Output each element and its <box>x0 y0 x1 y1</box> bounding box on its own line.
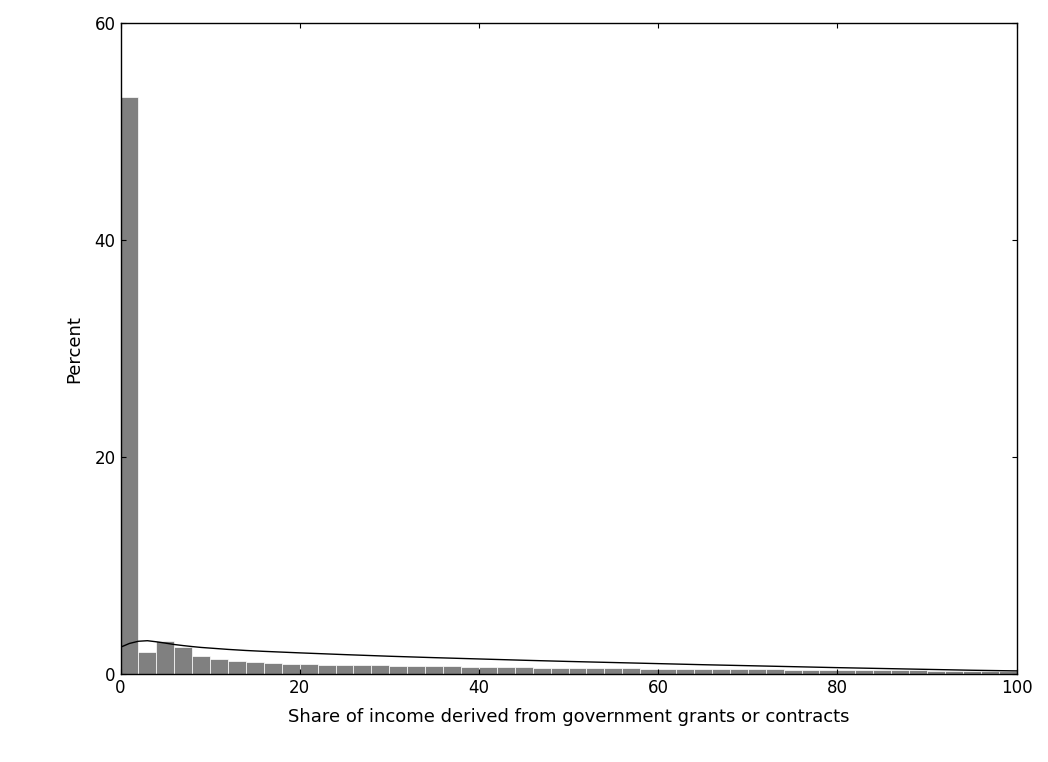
Bar <box>156 641 174 674</box>
Bar <box>390 666 408 674</box>
Bar <box>246 662 264 674</box>
Bar <box>174 647 192 674</box>
Bar <box>300 664 318 674</box>
Bar <box>335 664 353 674</box>
Bar <box>568 668 587 674</box>
Bar <box>443 667 461 674</box>
Bar <box>999 671 1017 674</box>
Bar <box>138 652 156 674</box>
Bar <box>658 669 676 674</box>
Bar <box>784 670 802 674</box>
Bar <box>820 670 837 674</box>
Bar <box>747 669 766 674</box>
Bar <box>532 668 550 674</box>
Bar <box>1034 671 1048 674</box>
Bar <box>461 667 479 674</box>
Bar <box>712 669 729 674</box>
Bar <box>963 671 981 674</box>
Bar <box>497 667 515 674</box>
Bar <box>121 97 138 674</box>
Bar <box>766 670 784 674</box>
Bar <box>515 668 532 674</box>
Bar <box>228 661 246 674</box>
Bar <box>605 668 623 674</box>
Bar <box>926 671 945 674</box>
Bar <box>408 666 425 674</box>
Bar <box>425 666 443 674</box>
Bar <box>694 669 712 674</box>
Bar <box>192 656 210 674</box>
Bar <box>981 671 999 674</box>
Bar <box>855 670 873 674</box>
Bar <box>837 670 855 674</box>
Bar <box>623 668 640 674</box>
Bar <box>587 668 605 674</box>
Bar <box>210 659 228 674</box>
Bar <box>729 669 747 674</box>
Bar <box>479 667 497 674</box>
Bar <box>353 665 371 674</box>
Bar <box>945 671 963 674</box>
X-axis label: Share of income derived from government grants or contracts: Share of income derived from government … <box>288 709 849 726</box>
Bar <box>282 664 300 674</box>
Bar <box>371 665 390 674</box>
Bar <box>909 671 926 674</box>
Bar <box>264 663 282 674</box>
Bar <box>1017 671 1034 674</box>
Y-axis label: Percent: Percent <box>65 315 84 383</box>
Bar <box>318 664 335 674</box>
Bar <box>891 671 909 674</box>
Bar <box>640 668 658 674</box>
Bar <box>873 671 891 674</box>
Bar <box>676 669 694 674</box>
Bar <box>802 670 820 674</box>
Bar <box>550 668 568 674</box>
